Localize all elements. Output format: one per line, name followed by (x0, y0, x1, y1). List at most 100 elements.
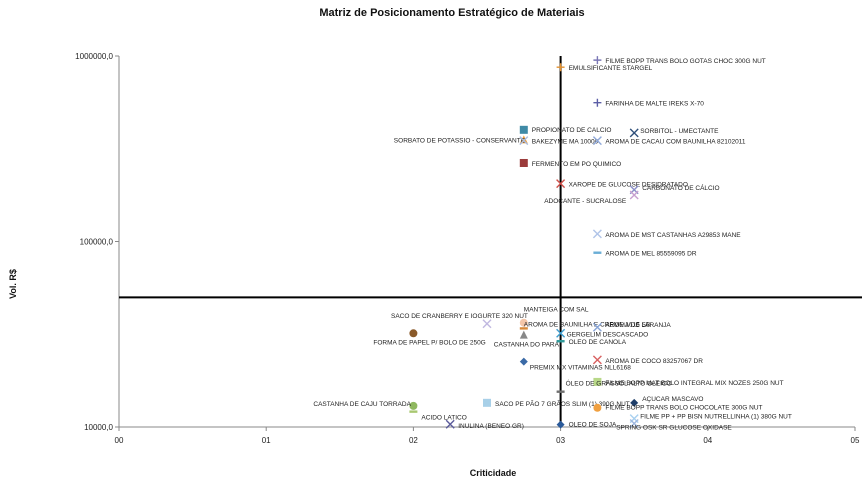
x-axis-title: Criticidade (470, 468, 517, 478)
point-marker (593, 98, 602, 107)
point-label: CASTANHA DE CAJU TORRADA (313, 401, 411, 408)
scatter-point: CASTANHA DE CAJU TORRADA (313, 401, 418, 410)
point-label: ÓLEO DE GRASSOL ALTO OLEICO (566, 379, 672, 388)
scatter-point: ACIDO LATICO (409, 410, 467, 422)
point-label: EMULSIFICANTE STARGEL (569, 65, 653, 72)
scatter-point: BAKEZYME MA 10000 (519, 136, 599, 146)
point-label: FERMENTO EM PO QUIMICO (532, 161, 621, 168)
scatter-point: FILME PP + PP BISN NUTRELLINHA (1) 380G … (629, 414, 792, 424)
point-marker (592, 322, 602, 332)
point-label: FARINHA DE MALTE IREKS X-70 (605, 101, 704, 108)
point-marker (519, 136, 529, 146)
point-label: GERGELIM DESCASCADO (567, 331, 649, 338)
point-marker (556, 328, 566, 338)
scatter-point: FILME BOPP TRANS BOLO GOTAS CHOC 300G NU… (593, 56, 766, 65)
scatter-point: FERMENTO EM PO QUIMICO (519, 158, 621, 168)
scatter-point: AROMA DE CACAU COM BAUNILHA 82102011 (592, 136, 746, 146)
scatter-point: OLEO DE SOJA (556, 420, 617, 429)
scatter-point: SACO PE PÃO 7 GRÃOS SLIM (1) 390G NUT (483, 398, 630, 408)
point-marker (592, 355, 602, 365)
scatter-point: FILME BOPP MAT BOLO INTEGRAL MIX NOZES 2… (593, 377, 784, 387)
point-marker (556, 390, 565, 393)
point-marker (629, 190, 639, 200)
point-label: SACO PE PÃO 7 GRÃOS SLIM (1) 390G NUT (495, 399, 630, 408)
y-tick-label: 10000,0 (84, 423, 113, 432)
point-marker (483, 398, 491, 407)
point-label: AÇUCAR MASCAVO (642, 396, 703, 403)
x-tick-label: 05 (851, 436, 860, 445)
scatter-point: INULINA (BENEO GR) (445, 419, 524, 430)
scatter-point: FORMA DE PAPEL P/ BOLO DE 250G (373, 329, 486, 346)
chart-title: Matriz de Posicionamento Estratégico de … (319, 7, 584, 19)
point-marker (593, 377, 602, 386)
scatter-point: SPRING OSK SR GLUCOSE OXIDASE (616, 418, 732, 431)
point-label: PROPIONATO DE CALCIO (532, 127, 612, 134)
point-label: XAROPE DE GLUCOSE DESIDRATADO (569, 182, 688, 189)
point-label: SPRING OSK SR GLUCOSE OXIDASE (616, 424, 732, 431)
scatter-point: OLEO DE CANOLA (556, 339, 627, 346)
point-label: BAKEZYME MA 10000 (532, 139, 599, 146)
point-label: FILME BOPP MAT BOLO INTEGRAL MIX NOZES 2… (605, 380, 783, 387)
x-tick-label: 04 (703, 436, 712, 445)
point-marker (630, 398, 639, 407)
point-label: SORBATO DE POTASSIO - CONSERVANTE (394, 137, 526, 144)
point-marker (556, 420, 565, 429)
scatter-point: SORBATO DE POTASSIO - CONSERVANTE (394, 135, 528, 144)
point-label: INULINA (BENEO GR) (458, 423, 524, 430)
scatter-point: AROMA DE BAUNILHA E CREME 1615 SB (519, 321, 650, 330)
point-marker (409, 329, 418, 338)
x-tick-labels: 00 01 02 03 04 05 (115, 427, 860, 445)
point-marker (445, 419, 455, 429)
point-marker (556, 179, 566, 189)
x-tick-label: 02 (409, 436, 418, 445)
point-label: AROMA DE COCO 83257067 DR (605, 358, 703, 365)
point-label: PREMIX MX VITAMINAS NLL6168 (530, 365, 631, 372)
scatter-point: XAROPE DE GLUCOSE DESIDRATADO (556, 179, 688, 189)
x-tick-label: 01 (262, 436, 271, 445)
scatter-point: SACO DE CRANBERRY E IOGURTE 320 NUT (391, 313, 528, 329)
scatter-point: PREMIX MX VITAMINAS NLL6168 (519, 357, 631, 372)
point-label: ACIDO LATICO (421, 415, 466, 422)
y-axis-title: Vol. R$ (8, 269, 18, 299)
scatter-point: AROMA DE MEL 85559095 DR (593, 251, 697, 258)
point-label: AROMA DE MST CASTANHAS A29853 MANE (605, 232, 741, 239)
point-label: OLEO DE SOJA (569, 422, 617, 429)
axes (118, 56, 855, 428)
point-label: SORBITOL - UMECTANTE (640, 128, 719, 135)
scatter-point: CARBONATO DE CÁLCIO (629, 183, 720, 195)
point-label: FILME PP + PP BISN NUTRELLINHA (1) 380G … (640, 414, 792, 421)
point-label: AROMA DE CACAU COM BAUNILHA 82102011 (605, 139, 745, 146)
point-marker (409, 410, 418, 413)
point-label: CASTANHA DO PARÁ (494, 340, 560, 349)
point-marker (519, 158, 528, 167)
point-label: SACO DE CRANBERRY E IOGURTE 320 NUT (391, 313, 528, 320)
point-marker (519, 357, 528, 366)
point-marker (556, 340, 565, 343)
scatter-points: FILME BOPP TRANS BOLO GOTAS CHOC 300G NU… (313, 56, 792, 431)
point-label: FORMA DE PAPEL P/ BOLO DE 250G (373, 339, 485, 346)
scatter-point: AROMA DE LARANJA (592, 322, 671, 332)
point-label: MANTEIGA COM SAL (524, 307, 589, 314)
scatter-point: AROMA DE MST CASTANHAS A29853 MANE (592, 229, 741, 239)
scatter-point: ADOÇANTE - SUCRALOSE (544, 190, 639, 205)
point-marker (409, 401, 418, 410)
scatter-point: MANTEIGA COM SAL (519, 307, 589, 327)
point-marker (482, 319, 492, 329)
point-label: AROMA DE LARANJA (605, 322, 671, 329)
point-marker (519, 135, 528, 144)
point-marker (629, 128, 639, 138)
point-label: AROMA DE BAUNILHA E CREME 1615 SB (524, 321, 650, 328)
scatter-point: SORBITOL - UMECTANTE (629, 128, 719, 138)
point-marker (519, 318, 528, 327)
point-marker (593, 403, 602, 412)
point-marker (592, 229, 602, 239)
point-label: ADOÇANTE - SUCRALOSE (544, 198, 627, 205)
y-tick-labels: 10000,0 100000,0 1000000,0 (75, 52, 119, 432)
scatter-point: FILME BOPP TRANS BOLO CHOCOLATE 300G NUT (593, 403, 763, 412)
scatter-point: EMULSIFICANTE STARGEL (556, 63, 653, 72)
point-marker (556, 63, 565, 72)
point-label: AROMA DE MEL 85559095 DR (605, 251, 696, 258)
scatter-point: AÇUCAR MASCAVO (630, 396, 703, 407)
point-label: FILME BOPP TRANS BOLO GOTAS CHOC 300G NU… (605, 58, 765, 65)
